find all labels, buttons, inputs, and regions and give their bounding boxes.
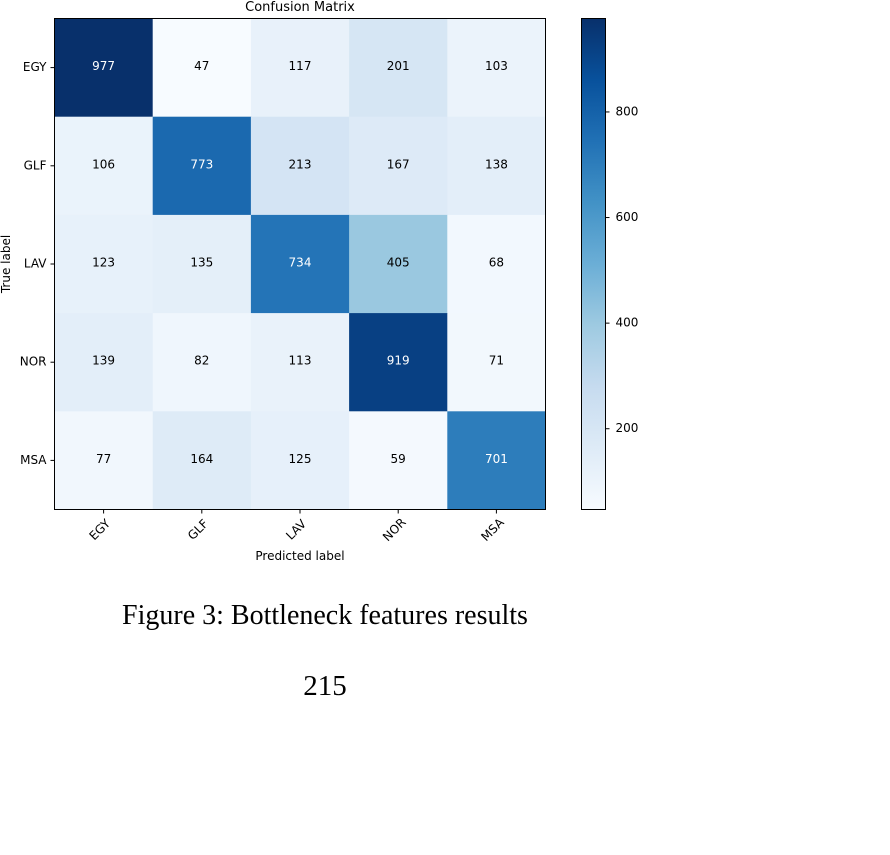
cell-value-label: 701 — [485, 452, 508, 466]
heatmap-cell-labels: 977 47 117 201 103 106 773 213 167 138 123 135 734 40… — [92, 59, 508, 466]
heatmap-cell-msa-egy — [54, 411, 154, 510]
heatmap-cell-msa-glf — [152, 411, 252, 510]
heatmap-cell-msa-lav — [250, 411, 350, 510]
cell-value-label: 123 — [92, 256, 115, 270]
heatmap-cell-nor-nor — [349, 313, 448, 412]
heatmap-cell-egy-glf — [152, 18, 252, 118]
heatmap-cell-egy-msa — [447, 18, 546, 118]
cell-value-label: 125 — [289, 452, 312, 466]
cell-value-label: 919 — [387, 354, 410, 368]
heatmap-cell-nor-msa — [447, 313, 546, 412]
heatmap-cell-glf-nor — [349, 116, 448, 216]
cell-value-label: 213 — [289, 157, 312, 171]
figure-caption: Figure 3: Bottleneck features results — [122, 600, 528, 631]
heatmap-cell-egy-lav — [250, 18, 350, 118]
y-axis-label: True label — [0, 235, 13, 294]
colorbar-tick-label: 800 — [616, 104, 639, 118]
y-tick-label: EGY — [23, 60, 47, 74]
heatmap-cell-lav-egy — [54, 214, 154, 314]
cell-value-label: 977 — [92, 59, 115, 73]
y-tick-label: LAV — [24, 257, 47, 271]
colorbar-tick-label: 400 — [616, 316, 639, 330]
cell-value-label: 138 — [485, 157, 508, 171]
heatmap-cell-nor-lav — [250, 313, 350, 412]
cell-value-label: 77 — [96, 452, 111, 466]
heatmap-cells — [54, 18, 546, 510]
cell-value-label: 47 — [194, 59, 209, 73]
heatmap-cell-lav-msa — [447, 214, 546, 314]
colorbar-tick-label: 600 — [616, 210, 639, 224]
x-tick-label: GLF — [185, 517, 211, 543]
cell-value-label: 106 — [92, 157, 115, 171]
heatmap-cell-glf-lav — [250, 116, 350, 216]
x-tick-label: NOR — [380, 515, 409, 544]
colorbar-ticks: 200 400 600 800 — [605, 104, 639, 435]
heatmap-cell-nor-egy — [54, 313, 154, 412]
x-tick-label: LAV — [283, 516, 309, 542]
heatmap-cell-egy-nor — [349, 18, 448, 118]
heatmap-cell-glf-glf — [152, 116, 252, 216]
cell-value-label: 405 — [387, 256, 410, 270]
cell-value-label: 164 — [190, 452, 213, 466]
y-axis-ticks: EGY GLF LAV NOR MSA — [20, 60, 55, 467]
y-tick-label: GLF — [24, 158, 47, 172]
cell-value-label: 59 — [391, 452, 406, 466]
page-number: 215 — [303, 670, 347, 702]
x-tick-label: MSA — [478, 515, 507, 544]
heatmap-cell-glf-msa — [447, 116, 546, 216]
y-tick-label: NOR — [20, 355, 47, 369]
heatmap-cell-lav-glf — [152, 214, 252, 314]
cell-value-label: 117 — [289, 59, 312, 73]
heatmap-cell-lav-nor — [349, 214, 448, 314]
heatmap-cell-glf-egy — [54, 116, 154, 216]
cell-value-label: 734 — [289, 256, 312, 270]
heatmap-cell-nor-glf — [152, 313, 252, 412]
colorbar — [581, 18, 606, 510]
heatmap-cell-lav-lav — [250, 214, 350, 314]
cell-value-label: 103 — [485, 59, 508, 73]
cell-value-label: 167 — [387, 157, 410, 171]
cell-value-label: 135 — [190, 256, 213, 270]
heatmap-cell-msa-msa — [447, 411, 546, 510]
heatmap-cell-egy-egy — [54, 18, 154, 118]
cell-value-label: 201 — [387, 59, 410, 73]
y-tick-label: MSA — [20, 453, 47, 467]
x-tick-label: EGY — [86, 516, 113, 543]
chart-title: Confusion Matrix — [245, 0, 355, 15]
cell-value-label: 773 — [190, 157, 213, 171]
colorbar-tick-label: 200 — [616, 421, 639, 435]
cell-value-label: 82 — [194, 354, 209, 368]
cell-value-label: 68 — [489, 256, 504, 270]
cell-value-label: 71 — [489, 354, 504, 368]
cell-value-label: 113 — [289, 354, 312, 368]
cell-value-label: 139 — [92, 354, 115, 368]
heatmap-cell-msa-nor — [349, 411, 448, 510]
x-axis-ticks: EGY GLF LAV NOR MSA — [86, 509, 507, 544]
x-axis-label: Predicted label — [255, 549, 344, 563]
